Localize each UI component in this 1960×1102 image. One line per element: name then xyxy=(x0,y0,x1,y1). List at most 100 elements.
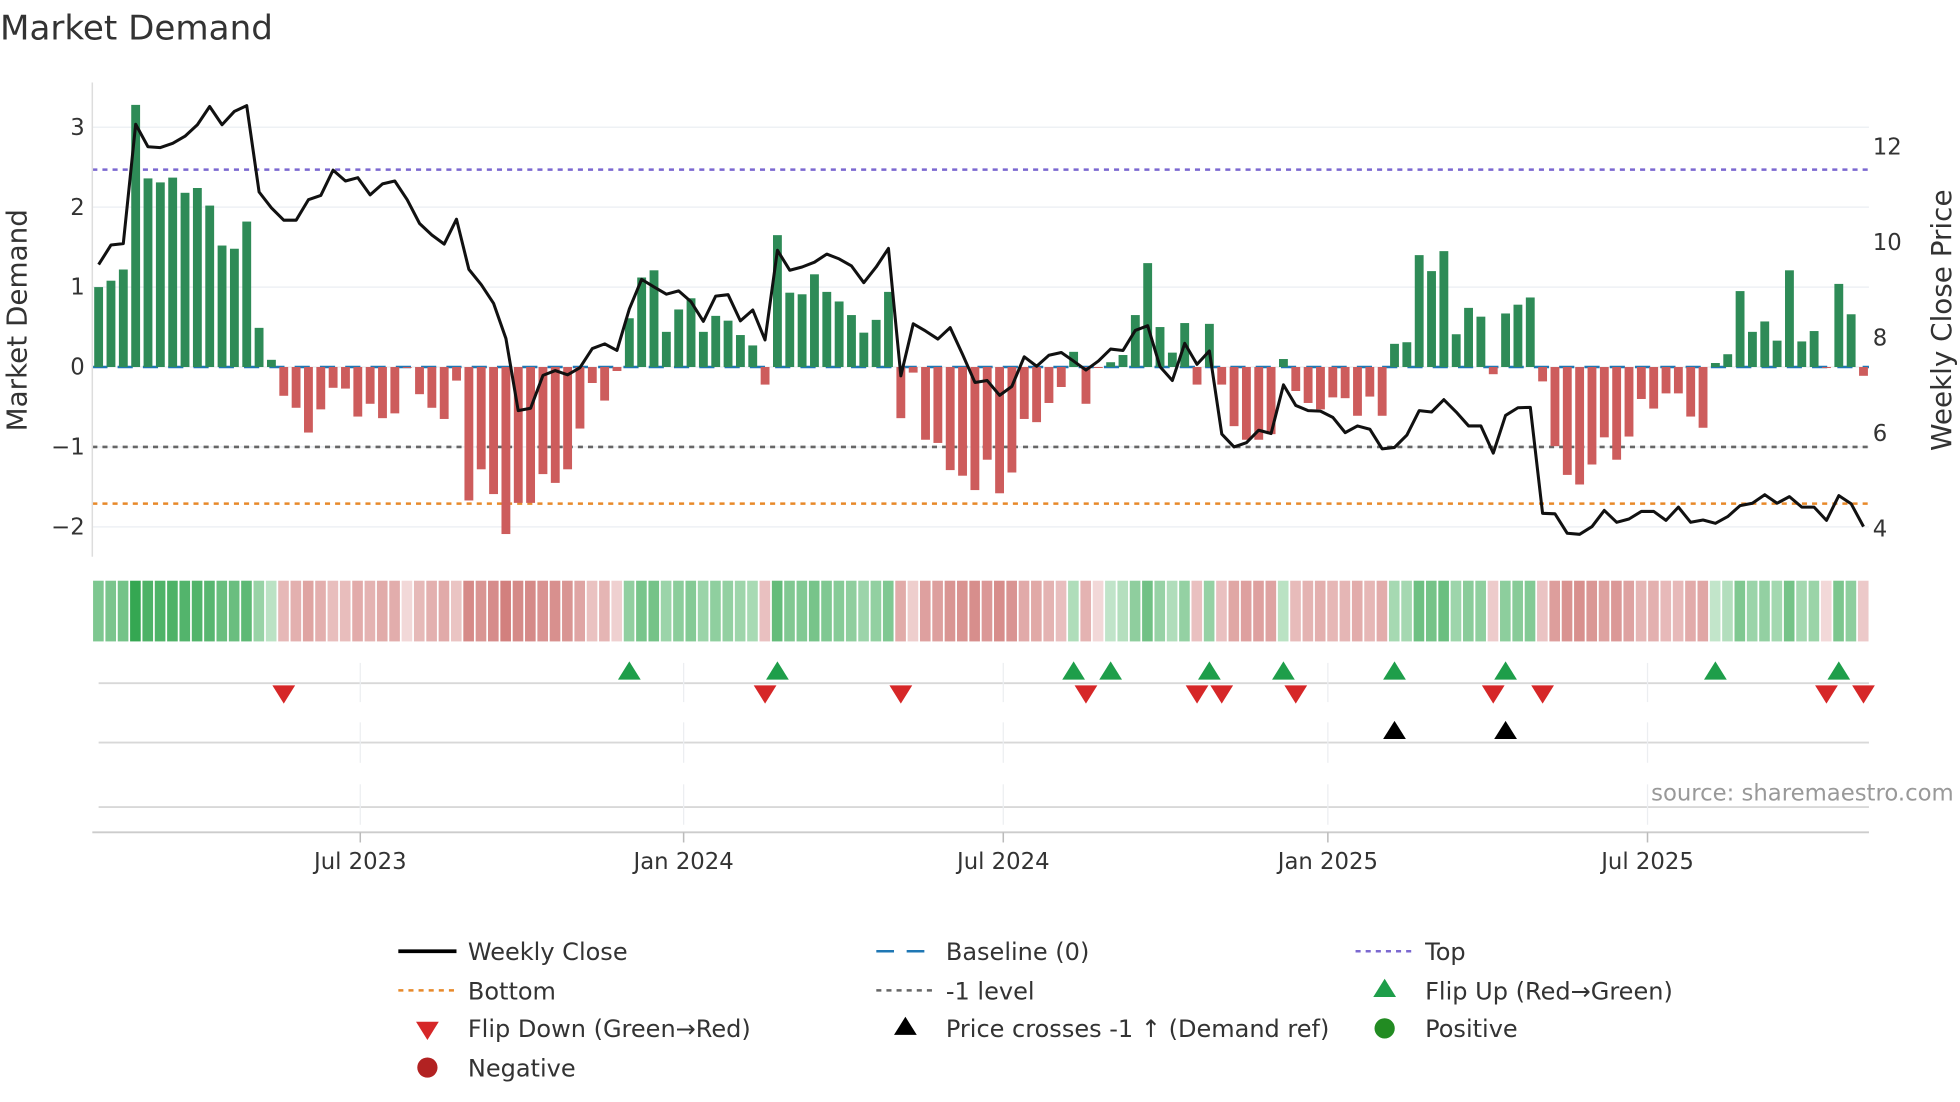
heat-cell xyxy=(216,580,228,642)
heat-cell xyxy=(1401,580,1412,642)
heat-cell xyxy=(1339,580,1351,642)
demand-bar xyxy=(1624,367,1634,437)
flip-down-marker xyxy=(1074,685,1098,704)
demand-bar xyxy=(291,367,301,408)
demand-bar xyxy=(353,367,363,417)
y2-tick-label: 12 xyxy=(1873,135,1902,161)
y-tick-label: 2 xyxy=(70,195,84,221)
heat-cell xyxy=(241,580,252,642)
weekly-close-line xyxy=(97,104,1865,536)
heat-cell xyxy=(426,580,437,642)
flip-down-marker xyxy=(753,685,777,704)
heat-cell xyxy=(475,580,487,642)
demand-bar xyxy=(847,315,856,368)
heat-cell xyxy=(167,580,178,642)
heat-cell xyxy=(882,580,894,642)
heat-cell xyxy=(1648,580,1659,642)
demand-bar xyxy=(452,367,461,381)
demand-bar xyxy=(513,367,523,503)
demand-bar xyxy=(810,274,819,368)
heat-cell xyxy=(858,580,869,642)
heat-cell xyxy=(549,580,561,642)
demand-bar xyxy=(945,367,955,471)
heat-cell xyxy=(93,580,104,642)
heat-cell xyxy=(685,580,697,642)
demand-bar xyxy=(748,345,758,368)
demand-bar xyxy=(341,367,350,389)
heat-cell xyxy=(1327,580,1338,642)
demand-bar xyxy=(1649,367,1659,409)
demand-bar xyxy=(1513,304,1523,368)
demand-bar xyxy=(723,320,733,368)
demand-bar xyxy=(785,292,795,368)
demand-bar xyxy=(587,367,597,383)
heat-cell xyxy=(808,580,820,642)
demand-bar xyxy=(1464,307,1473,368)
demand-bar xyxy=(1439,251,1449,368)
y2-tick-label: 6 xyxy=(1873,421,1887,447)
flip-down-marker xyxy=(889,685,913,704)
demand-bar xyxy=(254,327,264,368)
x-tick-labels: Jul 2023 Jan 2024 Jul 2024 Jan 2025 Jul 2025 xyxy=(312,832,1694,875)
demand-bar xyxy=(995,367,1005,494)
legend-flip-up-icon xyxy=(1373,978,1397,997)
legend-negative-dot-icon xyxy=(417,1057,438,1078)
demand-bar xyxy=(538,367,548,475)
demand-bar xyxy=(1130,315,1140,368)
demand-bar xyxy=(365,367,375,404)
legend-negative-dot-label: Negative xyxy=(468,1054,576,1082)
heat-cell xyxy=(833,580,845,642)
legend-price-cross-label: Price crosses -1 ↑ (Demand ref) xyxy=(946,1015,1330,1043)
demand-bar xyxy=(970,367,980,491)
demand-bar xyxy=(476,367,486,470)
heat-cell xyxy=(796,580,808,642)
heat-cell xyxy=(1142,580,1153,642)
heat-cell xyxy=(1549,580,1561,642)
demand-bar xyxy=(1007,367,1017,473)
demand-bar xyxy=(933,367,943,443)
heat-cell xyxy=(1857,580,1869,642)
heat-cell xyxy=(463,580,474,642)
demand-bar xyxy=(1822,367,1831,369)
heat-cell xyxy=(1277,580,1289,642)
demand-bar xyxy=(1266,367,1276,435)
demand-bar xyxy=(1723,354,1733,368)
demand-bar xyxy=(921,367,930,440)
heat-cell xyxy=(1351,580,1363,642)
demand-bar xyxy=(772,235,782,368)
heat-cell xyxy=(562,580,573,642)
heat-cell xyxy=(130,580,141,642)
demand-bar xyxy=(427,367,437,408)
demand-bar xyxy=(797,294,807,368)
demand-bar xyxy=(316,367,326,410)
heat-cell xyxy=(1068,580,1079,642)
heat-cell xyxy=(401,580,413,642)
demand-bar xyxy=(205,205,215,368)
heat-cell xyxy=(512,580,524,642)
heat-cell xyxy=(1240,580,1252,642)
demand-bar xyxy=(674,309,684,368)
demand-bar xyxy=(1710,363,1720,368)
demand-bar xyxy=(1303,367,1313,403)
demand-bar xyxy=(1538,367,1548,382)
heat-cell xyxy=(500,580,511,642)
demand-bar xyxy=(600,367,610,401)
heat-cell xyxy=(1722,580,1733,642)
demand-bar xyxy=(1427,271,1436,368)
heat-cell xyxy=(1475,580,1486,642)
heat-cell xyxy=(1512,580,1523,642)
price-cross-marker xyxy=(1383,720,1406,740)
heat-cell xyxy=(290,580,302,642)
heat-cell xyxy=(1364,580,1375,642)
demand-bar xyxy=(1316,367,1325,410)
demand-bar xyxy=(1081,367,1091,404)
demand-bar xyxy=(1044,367,1054,403)
heat-cell xyxy=(191,580,203,642)
heat-cell xyxy=(969,580,980,642)
heat-cell xyxy=(1425,580,1437,642)
demand-bar xyxy=(415,367,424,395)
demand-bar xyxy=(402,367,412,369)
y2-tick-labels: 12 10 8 6 4 xyxy=(1873,135,1902,543)
heat-cell xyxy=(648,580,660,642)
